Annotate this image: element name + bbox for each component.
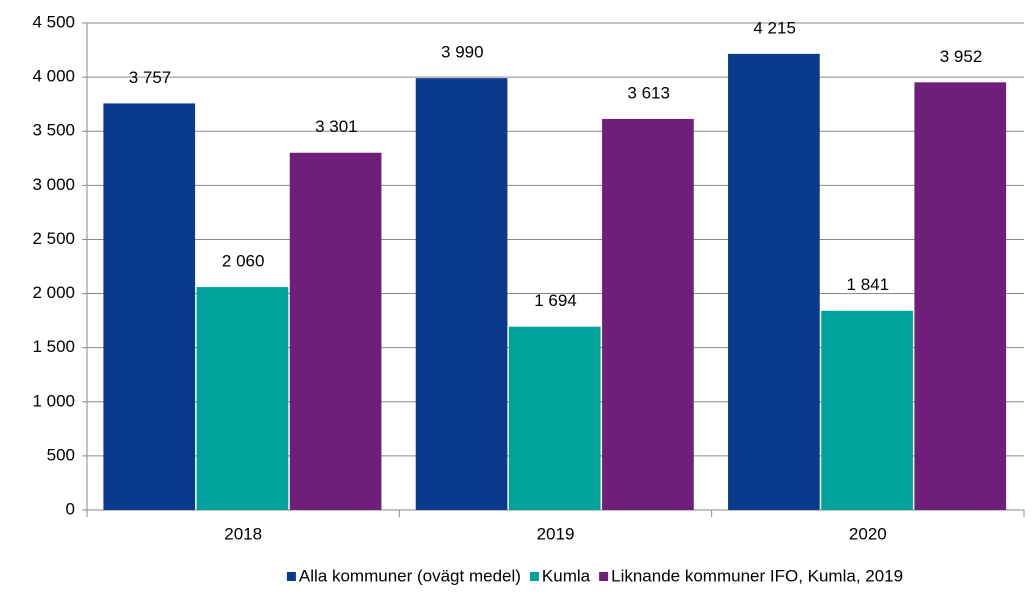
x-tick-label: 2018 (224, 524, 262, 543)
bar (728, 53, 820, 511)
y-tick-label: 2 000 (32, 283, 75, 302)
bar (821, 310, 913, 510)
data-label: 3 952 (940, 47, 983, 66)
data-label: 2 060 (222, 252, 265, 271)
y-tick-label: 2 500 (32, 229, 75, 248)
data-label: 3 613 (627, 83, 670, 102)
bar (415, 78, 508, 511)
legend-swatch (286, 572, 296, 581)
legend-swatch (529, 572, 539, 581)
y-tick-label: 4 500 (32, 12, 75, 31)
data-label: 3 301 (315, 117, 358, 136)
y-tick-label: 1 500 (32, 337, 75, 356)
y-tick-label: 3 000 (32, 175, 75, 194)
bar (602, 118, 694, 511)
bar (508, 326, 601, 510)
data-label: 1 841 (847, 275, 890, 294)
data-label: 4 215 (753, 18, 796, 37)
y-tick-label: 4 000 (32, 67, 75, 86)
bar (914, 82, 1007, 510)
legend-label: Liknande kommuner IFO, Kumla, 2019 (611, 566, 903, 585)
data-label: 3 990 (441, 43, 484, 62)
data-label: 3 757 (129, 68, 172, 87)
y-tick-label: 3 500 (32, 121, 75, 140)
bar (103, 103, 196, 510)
bar (289, 152, 382, 511)
legend-swatch (599, 572, 609, 581)
y-tick-label: 0 (66, 499, 75, 518)
data-label: 1 694 (534, 291, 577, 310)
bar (196, 287, 289, 510)
x-tick-label: 2019 (537, 524, 575, 543)
x-tick-label: 2020 (849, 524, 887, 543)
legend-label: Alla kommuner (ovägt medel) (299, 566, 521, 585)
legend-label: Kumla (542, 566, 591, 585)
y-tick-label: 1 000 (32, 391, 75, 410)
y-tick-label: 500 (47, 445, 75, 464)
